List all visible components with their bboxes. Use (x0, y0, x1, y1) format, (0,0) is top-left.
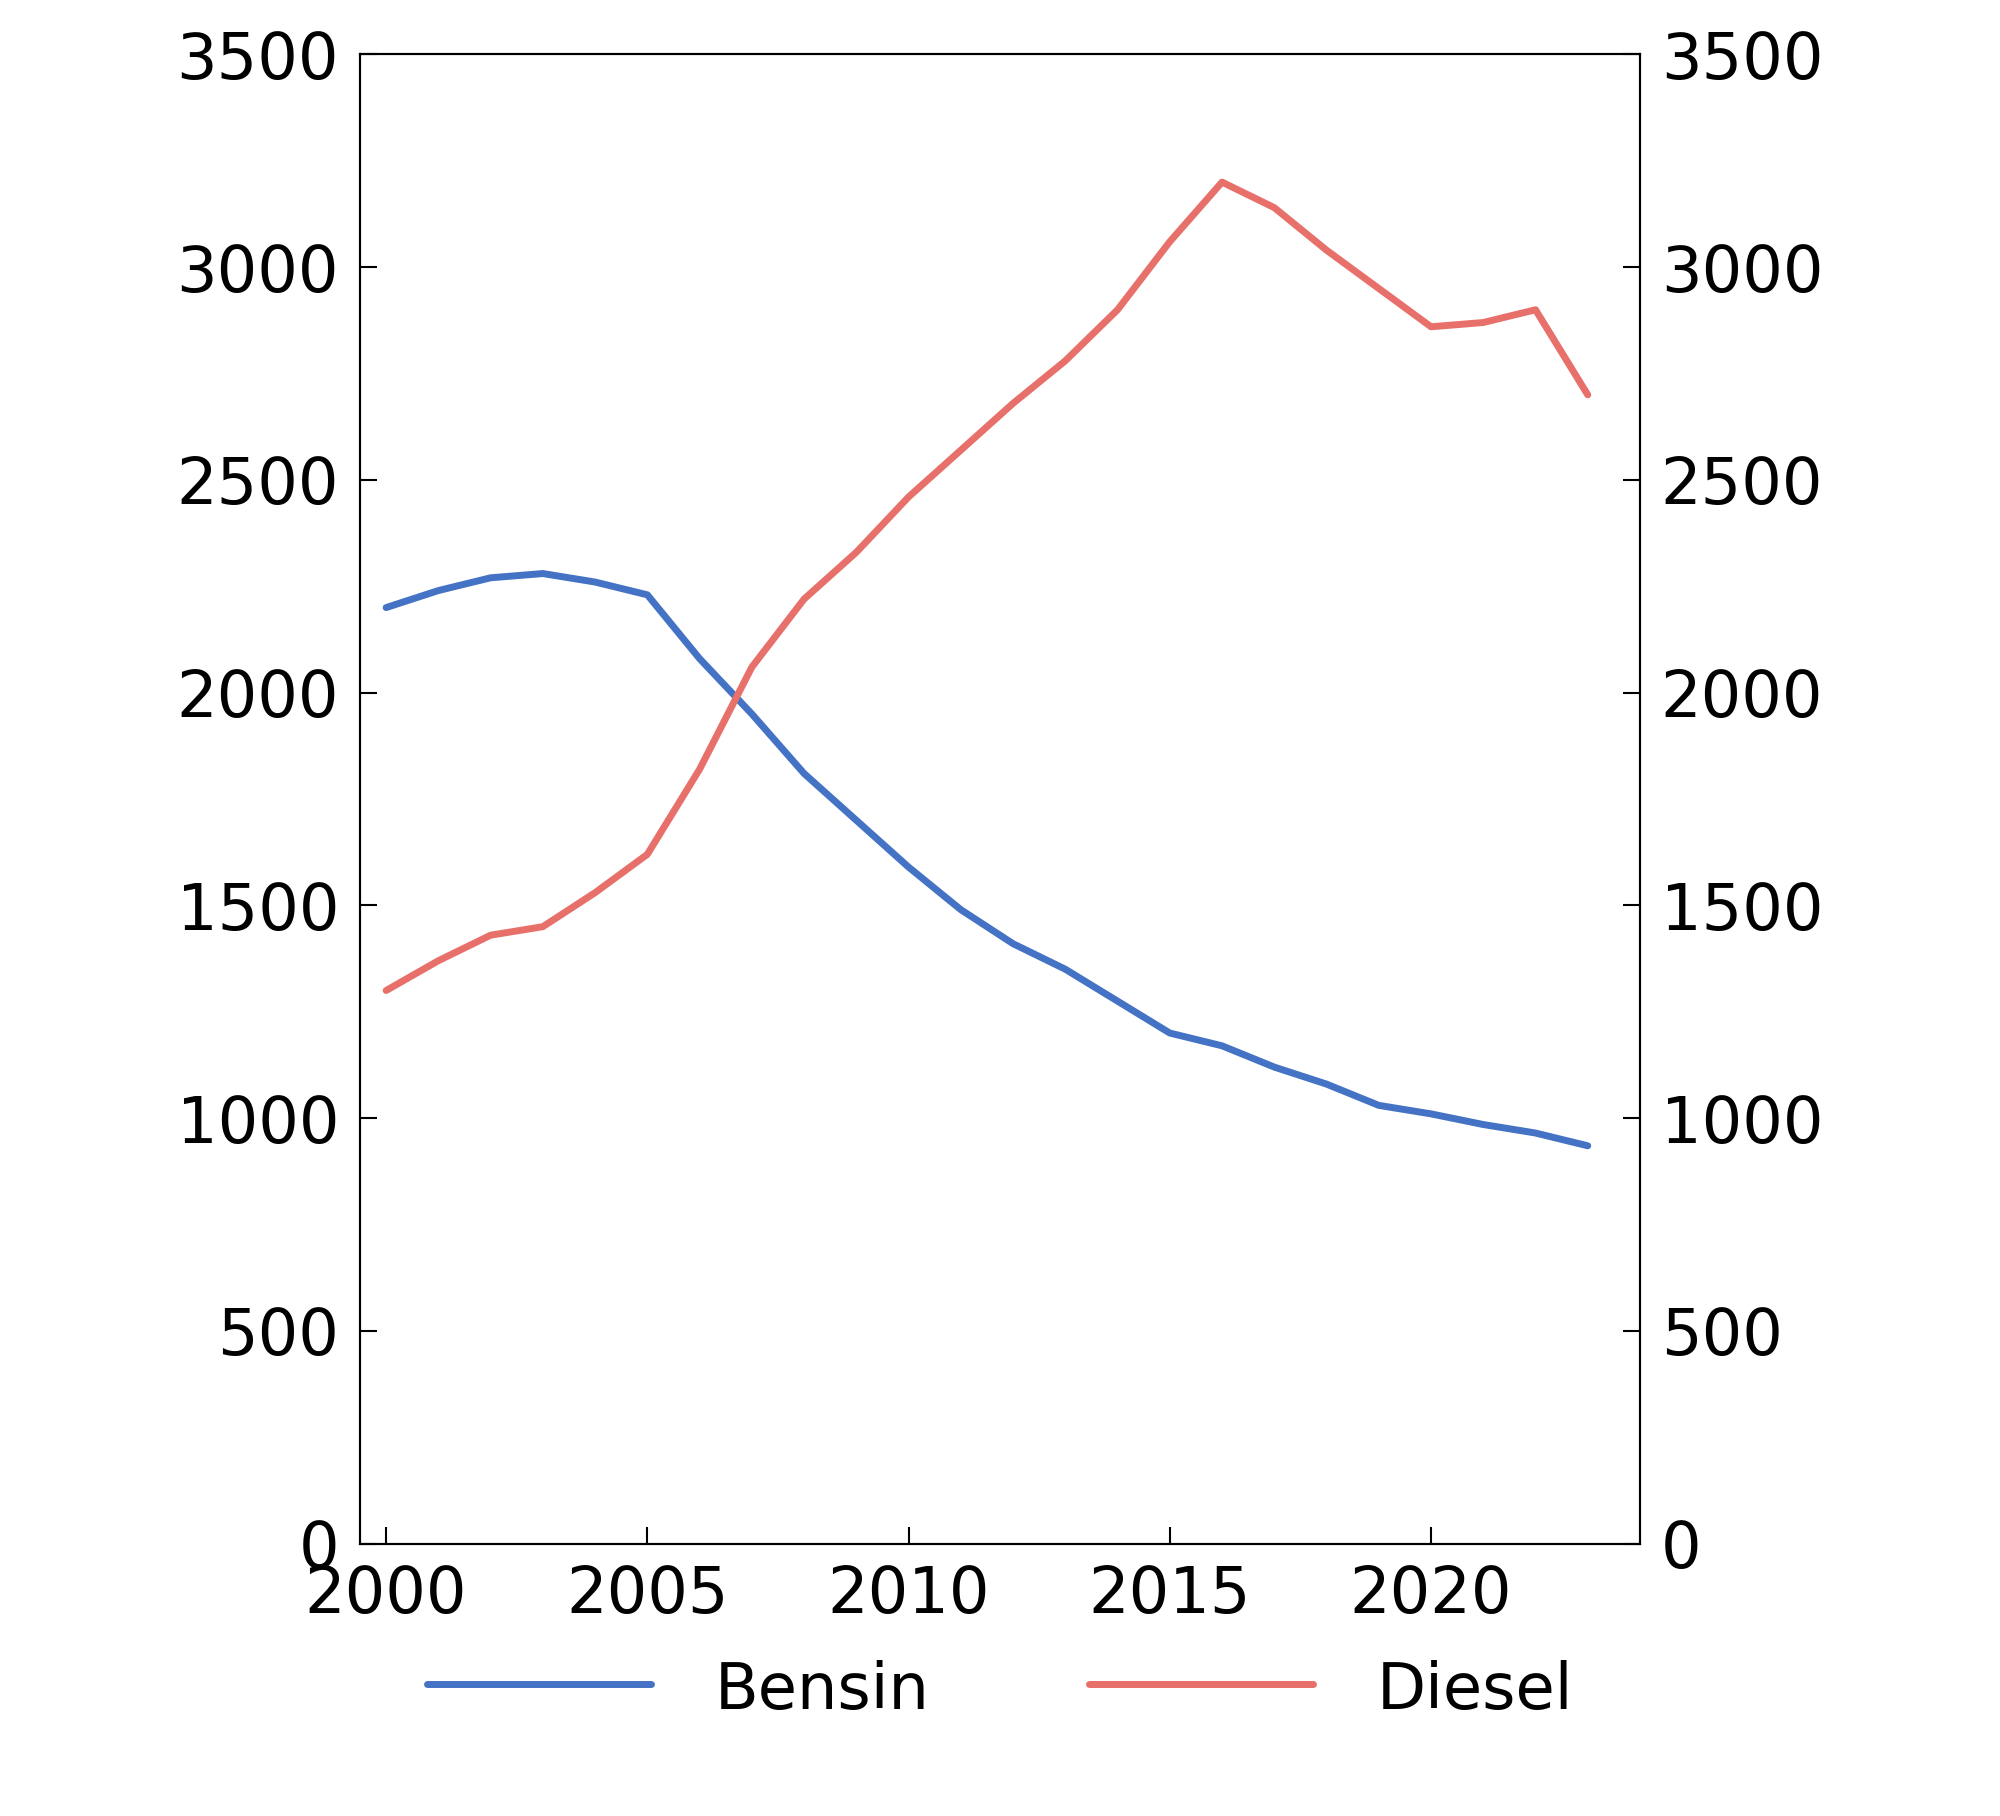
Diesel (1420, 316, 1444, 338)
Diesel (1002, 392, 1026, 414)
Diesel (1106, 300, 1130, 321)
Bensin (1210, 1035, 1234, 1057)
Bensin (584, 572, 608, 594)
Bensin (374, 597, 398, 619)
Diesel (792, 588, 816, 610)
Bensin (1002, 933, 1026, 955)
Legend: Bensin, Diesel: Bensin, Diesel (402, 1633, 1598, 1747)
Bensin (1420, 1102, 1444, 1124)
Diesel (374, 979, 398, 1001)
Diesel (1210, 171, 1234, 192)
Bensin (1472, 1113, 1496, 1135)
Line: Bensin: Bensin (386, 574, 1588, 1146)
Diesel (478, 924, 502, 946)
Diesel (740, 656, 764, 677)
Diesel (636, 843, 660, 864)
Diesel (1472, 312, 1496, 334)
Diesel (844, 541, 868, 563)
Bensin (530, 563, 554, 585)
Bensin (1366, 1095, 1390, 1117)
Bensin (844, 810, 868, 832)
Diesel (688, 759, 712, 781)
Bensin (1576, 1135, 1600, 1157)
Bensin (688, 648, 712, 670)
Bensin (636, 585, 660, 607)
Bensin (478, 567, 502, 588)
Diesel (1054, 350, 1078, 372)
Diesel (1314, 240, 1338, 262)
Diesel (1262, 196, 1286, 218)
Bensin (1262, 1057, 1286, 1079)
Diesel (896, 487, 920, 508)
Bensin (740, 703, 764, 725)
Diesel (1576, 383, 1600, 405)
Bensin (948, 899, 972, 921)
Diesel (1524, 300, 1548, 321)
Bensin (1524, 1122, 1548, 1144)
Bensin (1106, 990, 1130, 1012)
Line: Diesel: Diesel (386, 182, 1588, 990)
Bensin (1314, 1073, 1338, 1095)
Diesel (1158, 231, 1182, 252)
Diesel (530, 915, 554, 937)
Bensin (896, 855, 920, 877)
Diesel (948, 439, 972, 461)
Diesel (426, 950, 450, 972)
Bensin (792, 763, 816, 785)
Diesel (584, 883, 608, 904)
Bensin (1054, 959, 1078, 981)
Diesel (1366, 278, 1390, 300)
Bensin (1158, 1022, 1182, 1044)
Bensin (426, 579, 450, 601)
